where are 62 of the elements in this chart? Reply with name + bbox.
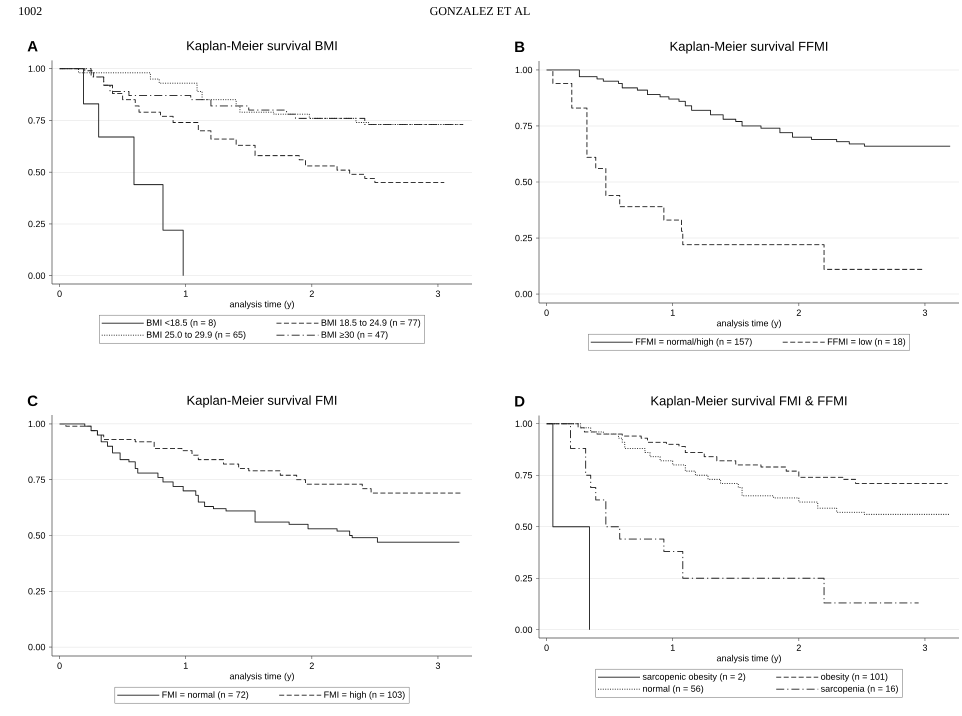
y-tick-label: 0.25 xyxy=(28,588,46,594)
legend-label: FFMI = normal/high (n = 157) xyxy=(636,338,752,347)
legend-label: sarcopenia (n = 16) xyxy=(820,685,898,694)
x-tick-label: 3 xyxy=(436,290,440,297)
y-tick-label: 0.75 xyxy=(515,472,532,478)
legend-label: normal (n = 56) xyxy=(643,685,704,694)
chart-title: Kaplan-Meier survival FFMI xyxy=(670,41,828,54)
y-tick-label: 0.00 xyxy=(28,644,46,650)
y-tick-label: 0.25 xyxy=(28,220,46,228)
x-tick-label: 2 xyxy=(310,662,314,669)
text: A xyxy=(28,41,38,52)
chart-title: Kaplan-Meier survival FMI & FFMI xyxy=(651,396,846,408)
legend-label: FMI = high (n = 103) xyxy=(324,691,405,700)
y-tick-label: 0.75 xyxy=(28,476,46,483)
x-tick-label: 1 xyxy=(670,310,675,316)
x-axis-title: analysis time (y) xyxy=(716,654,781,664)
y-tick-label: 0.50 xyxy=(515,524,532,530)
y-tick-label: 0.25 xyxy=(515,234,532,242)
y-tick-label: 0.00 xyxy=(515,626,532,633)
text: C xyxy=(28,396,38,406)
legend-label: FMI = normal (n = 72) xyxy=(162,691,248,700)
x-tick-label: 0 xyxy=(544,310,549,316)
x-tick-label: 3 xyxy=(436,662,440,669)
y-tick-label: 1.00 xyxy=(28,65,46,72)
x-tick-label: 0 xyxy=(57,290,62,297)
text: D xyxy=(515,396,524,406)
x-tick-label: 2 xyxy=(310,290,314,297)
legend-label: BMI <18.5 (n = 8) xyxy=(146,319,216,328)
text: B xyxy=(515,42,524,52)
x-axis-title: analysis time (y) xyxy=(230,672,294,682)
legend-label: FFMI = low (n = 18) xyxy=(828,338,906,347)
x-tick-label: 3 xyxy=(922,310,928,316)
y-tick-label: 0.25 xyxy=(515,575,532,582)
y-tick-label: 0.75 xyxy=(515,122,532,130)
chart-title: Kaplan-Meier survival BMI xyxy=(187,40,337,53)
y-tick-label: 1.00 xyxy=(516,420,532,427)
x-tick-label: 1 xyxy=(670,644,675,651)
text: 1002 xyxy=(19,7,42,16)
x-tick-label: 2 xyxy=(796,310,801,316)
legend-label: obesity (n = 101) xyxy=(821,673,888,682)
y-tick-label: 0.00 xyxy=(515,290,532,298)
y-tick-label: 0.50 xyxy=(515,178,532,186)
legend-label: BMI 25.0 to 29.9 (n = 65) xyxy=(146,331,246,340)
text: GONZALEZ ET AL xyxy=(430,7,530,16)
x-axis-title: analysis time (y) xyxy=(230,300,294,310)
legend-label: BMI 18.5 to 24.9 (n = 77) xyxy=(322,319,420,328)
chart-title: Kaplan-Meier survival FMI xyxy=(188,395,336,408)
y-tick-label: 0.75 xyxy=(28,117,46,124)
legend-label: BMI ≥30 (n = 47) xyxy=(322,331,388,340)
legend-label: sarcopenic obesity (n = 2) xyxy=(642,673,746,682)
x-tick-label: 0 xyxy=(57,662,62,669)
y-tick-label: 0.50 xyxy=(28,169,46,176)
y-tick-label: 0.00 xyxy=(28,272,46,279)
x-tick-label: 0 xyxy=(544,644,549,651)
x-tick-label: 1 xyxy=(184,662,188,669)
y-tick-label: 0.50 xyxy=(28,532,46,539)
y-tick-label: 1.00 xyxy=(516,66,532,74)
x-tick-label: 2 xyxy=(796,644,801,651)
x-axis-title: analysis time (y) xyxy=(716,320,781,328)
y-tick-label: 1.00 xyxy=(28,420,46,428)
x-tick-label: 3 xyxy=(922,644,928,651)
x-tick-label: 1 xyxy=(184,290,188,297)
